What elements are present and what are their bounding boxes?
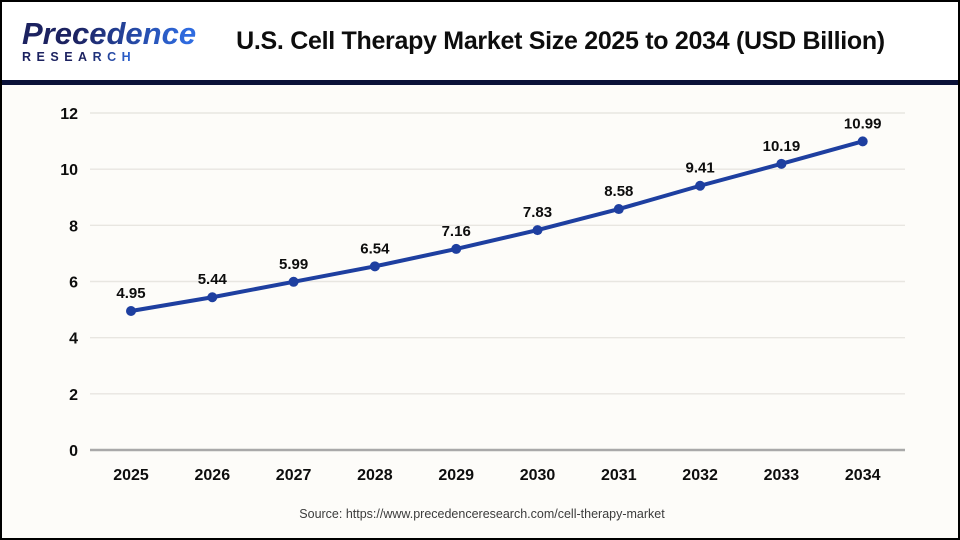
data-point-label: 10.19 [763, 138, 801, 155]
y-axis-tick-label: 0 [69, 443, 78, 460]
header-divider [2, 80, 958, 85]
x-axis-tick-label: 2026 [195, 467, 231, 484]
data-point [776, 158, 787, 169]
data-point-label: 6.54 [360, 240, 390, 257]
data-point-label: 5.44 [198, 271, 228, 288]
data-point-label: 4.95 [116, 285, 145, 302]
data-point-label: 9.41 [685, 160, 714, 177]
x-axis-tick-label: 2027 [276, 467, 312, 484]
header: Precedence RESEARCH U.S. Cell Therapy Ma… [2, 2, 958, 80]
chart-area: 0 2 4 6 8 10 12 2025 2026 2027 2028 2029 2030 2031 203… [2, 85, 958, 538]
y-axis-tick-label: 4 [69, 331, 78, 348]
logo-subtitle: RESEARCH [22, 49, 137, 64]
data-point-label: 7.16 [442, 223, 471, 240]
data-point [288, 276, 299, 287]
x-axis-tick-label: 2028 [357, 467, 393, 484]
precedence-research-logo: Precedence RESEARCH [18, 18, 203, 65]
y-axis-tick-label: 10 [60, 162, 78, 179]
data-point [451, 243, 462, 254]
data-point [207, 292, 218, 303]
x-axis-tick-label: 2034 [845, 467, 881, 484]
data-point-label: 10.99 [844, 115, 882, 132]
x-axis-tick-label: 2031 [601, 467, 637, 484]
data-point [369, 261, 380, 272]
x-axis-tick-label: 2030 [520, 467, 556, 484]
data-point-label: 5.99 [279, 256, 308, 273]
page-title: U.S. Cell Therapy Market Size 2025 to 20… [236, 26, 885, 55]
source-text: Source: https://www.precedenceresearch.c… [299, 507, 665, 521]
logo-wordmark: Precedence [22, 15, 197, 51]
y-axis-tick-label: 2 [69, 387, 78, 404]
trend-line [129, 139, 865, 313]
data-point [857, 136, 868, 147]
data-point-label: 7.83 [523, 204, 552, 221]
line-chart-canvas: 0 2 4 6 8 10 12 2025 2026 2027 2028 2029 2030 2031 203… [60, 106, 905, 521]
x-axis-tick-label: 2033 [764, 467, 800, 484]
data-point [613, 204, 624, 215]
data-point [695, 180, 706, 191]
x-axis-tick-label: 2025 [113, 467, 149, 484]
y-axis-tick-label: 6 [69, 275, 78, 292]
x-axis-tick-label: 2032 [682, 467, 718, 484]
data-point-label: 8.58 [604, 183, 633, 200]
y-axis-tick-label: 12 [60, 106, 78, 123]
data-point [126, 305, 136, 316]
data-point [532, 225, 543, 236]
y-axis-tick-label: 8 [69, 218, 78, 235]
x-axis-tick-label: 2029 [438, 467, 474, 484]
